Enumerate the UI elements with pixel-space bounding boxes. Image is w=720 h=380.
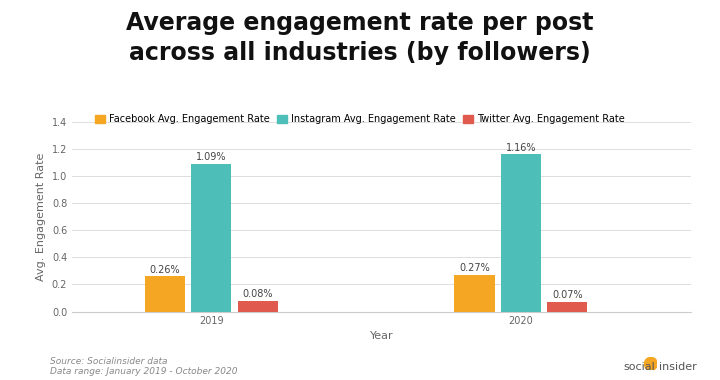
Text: 0.08%: 0.08% [243,289,273,299]
Text: insider: insider [659,363,696,372]
Bar [145,276,185,312]
X-axis label: Year: Year [370,331,393,340]
Bar [547,302,588,312]
Text: 1.09%: 1.09% [196,152,227,162]
Y-axis label: Avg. Engagement Rate: Avg. Engagement Rate [36,152,46,281]
Text: 0.07%: 0.07% [552,290,582,301]
Text: Source: Socialinsider data
Data range: January 2019 - October 2020: Source: Socialinsider data Data range: J… [50,357,238,376]
Bar [454,275,495,312]
Bar [501,154,541,312]
Text: 0.26%: 0.26% [150,265,180,275]
Legend: Facebook Avg. Engagement Rate, Instagram Avg. Engagement Rate, Twitter Avg. Enga: Facebook Avg. Engagement Rate, Instagram… [92,111,628,127]
Text: social: social [624,363,655,372]
Text: 0.27%: 0.27% [459,263,490,273]
Text: 1.16%: 1.16% [505,142,536,152]
Text: Average engagement rate per post
across all industries (by followers): Average engagement rate per post across … [126,11,594,65]
Circle shape [644,357,657,370]
Bar [192,164,231,312]
Bar [238,301,278,312]
